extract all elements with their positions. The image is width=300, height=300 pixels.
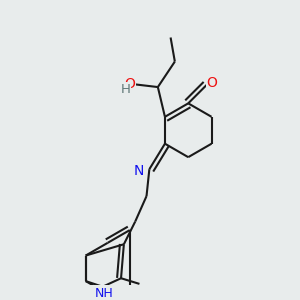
Text: O: O [206,76,217,90]
Text: NH: NH [95,287,113,300]
Text: H: H [120,83,130,96]
Text: N: N [134,164,144,178]
Text: O: O [124,77,135,91]
